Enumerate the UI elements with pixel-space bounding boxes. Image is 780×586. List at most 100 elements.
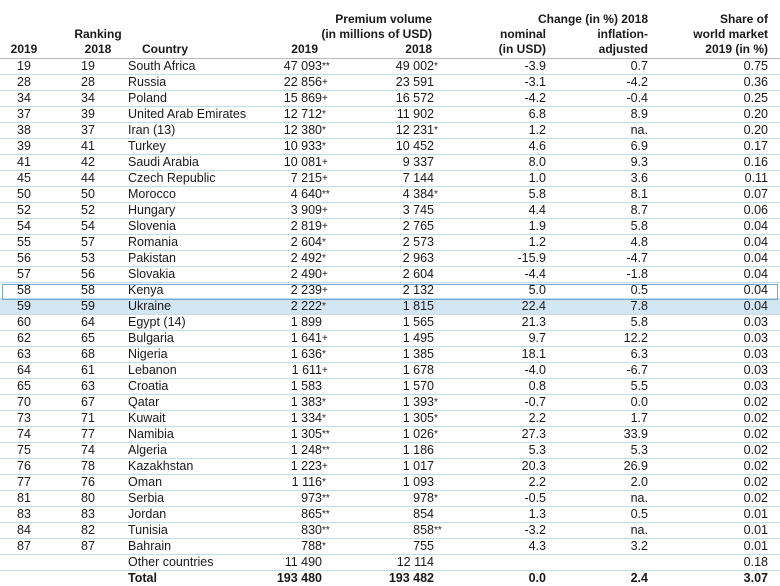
share-cell: 0.01	[648, 523, 768, 539]
premium-2018-marker	[434, 171, 470, 187]
change-inflation-adjusted-cell: -0.4	[546, 91, 648, 107]
rank-2019-cell: 84	[0, 523, 48, 539]
premium-2018-cell: 1 017	[382, 459, 434, 475]
premium-2019-cell: 4 640	[270, 187, 322, 203]
rank-2019-cell	[0, 571, 48, 586]
rank-2018-cell: 34	[48, 91, 128, 107]
share-cell: 0.04	[648, 267, 768, 283]
premium-2019-marker: +	[322, 363, 382, 379]
premium-2019-marker: **	[322, 187, 382, 203]
premium-2018-cell: 12 231	[382, 123, 434, 139]
share-cell: 0.03	[648, 347, 768, 363]
premium-2019-marker: +	[322, 459, 382, 475]
header-change: Change (in %) 2018	[470, 12, 648, 27]
rank-2019-cell: 74	[0, 427, 48, 443]
premium-2019-marker: *	[322, 347, 382, 363]
premium-2019-marker: *	[322, 411, 382, 427]
premium-2019-marker: *	[322, 123, 382, 139]
change-inflation-adjusted-cell: 8.9	[546, 107, 648, 123]
change-inflation-adjusted-cell	[546, 555, 648, 571]
header-premium-units: (in millions of USD)	[270, 27, 432, 42]
premium-2018-cell: 854	[382, 507, 434, 523]
header-ranking: Ranking	[68, 27, 128, 42]
premium-2018-marker: *	[434, 395, 470, 411]
rank-2019-cell: 87	[0, 539, 48, 555]
change-inflation-adjusted-cell: 3.6	[546, 171, 648, 187]
rank-2018-cell: 82	[48, 523, 128, 539]
country-cell: Tunisia	[128, 523, 270, 539]
share-cell: 3.07	[648, 571, 768, 586]
change-nominal-cell: 4.6	[470, 139, 546, 155]
share-cell: 0.06	[648, 203, 768, 219]
rank-2019-cell: 75	[0, 443, 48, 459]
premium-2019-cell: 12 380	[270, 123, 322, 139]
premium-2018-marker	[434, 347, 470, 363]
spacer-cell	[768, 155, 780, 171]
share-cell: 0.11	[648, 171, 768, 187]
premium-2018-marker	[434, 267, 470, 283]
premium-2018-cell: 1 570	[382, 379, 434, 395]
premium-2019-marker	[322, 315, 382, 331]
change-nominal-cell: 21.3	[470, 315, 546, 331]
premium-2018-cell: 11 902	[382, 107, 434, 123]
rank-2018-cell: 65	[48, 331, 128, 347]
rank-2018-cell: 39	[48, 107, 128, 123]
spacer-cell	[768, 523, 780, 539]
premium-2018-cell: 7 144	[382, 171, 434, 187]
premium-2019-marker: **	[322, 59, 382, 75]
premium-2018-marker	[434, 507, 470, 523]
rank-2019-cell: 65	[0, 379, 48, 395]
spacer-cell	[768, 235, 780, 251]
change-inflation-adjusted-cell: 0.5	[546, 507, 648, 523]
rank-2018-cell: 77	[48, 427, 128, 443]
change-nominal-cell: 4.3	[470, 539, 546, 555]
share-cell: 0.36	[648, 75, 768, 91]
change-nominal-cell: 27.3	[470, 427, 546, 443]
change-inflation-adjusted-cell: 6.3	[546, 347, 648, 363]
country-cell: Nigeria	[128, 347, 270, 363]
change-nominal-cell: 0.8	[470, 379, 546, 395]
country-cell: Morocco	[128, 187, 270, 203]
country-cell: Croatia	[128, 379, 270, 395]
change-inflation-adjusted-cell: -4.2	[546, 75, 648, 91]
premium-2018-marker: **	[434, 523, 470, 539]
share-cell: 0.25	[648, 91, 768, 107]
change-inflation-adjusted-cell: 5.8	[546, 219, 648, 235]
rank-2018-cell: 76	[48, 475, 128, 491]
premium-2019-marker: *	[322, 251, 382, 267]
share-cell: 0.20	[648, 107, 768, 123]
country-cell: Hungary	[128, 203, 270, 219]
premium-2018-cell: 1 393	[382, 395, 434, 411]
premium-2018-marker	[434, 475, 470, 491]
share-cell: 0.04	[648, 235, 768, 251]
rank-2019-cell: 60	[0, 315, 48, 331]
premium-2019-marker: **	[322, 507, 382, 523]
premium-2018-cell: 3 745	[382, 203, 434, 219]
spacer-cell	[768, 363, 780, 379]
change-nominal-cell: -0.5	[470, 491, 546, 507]
premium-2018-cell: 1 186	[382, 443, 434, 459]
country-cell: Pakistan	[128, 251, 270, 267]
share-cell: 0.18	[648, 555, 768, 571]
country-cell: Kenya	[128, 283, 270, 299]
spacer-cell	[768, 315, 780, 331]
premium-2019-marker: *	[322, 539, 382, 555]
premium-2019-cell: 10 081	[270, 155, 322, 171]
country-cell: Qatar	[128, 395, 270, 411]
change-nominal-cell: 1.2	[470, 123, 546, 139]
rank-2019-cell: 34	[0, 91, 48, 107]
spacer-cell	[768, 475, 780, 491]
header-inflation: inflation-	[560, 27, 648, 42]
premium-2018-cell: 755	[382, 539, 434, 555]
change-inflation-adjusted-cell: 8.7	[546, 203, 648, 219]
premium-2019-cell: 1 116	[270, 475, 322, 491]
premium-2018-marker	[434, 91, 470, 107]
premium-2019-marker: *	[322, 299, 382, 315]
change-inflation-adjusted-cell: 2.0	[546, 475, 648, 491]
